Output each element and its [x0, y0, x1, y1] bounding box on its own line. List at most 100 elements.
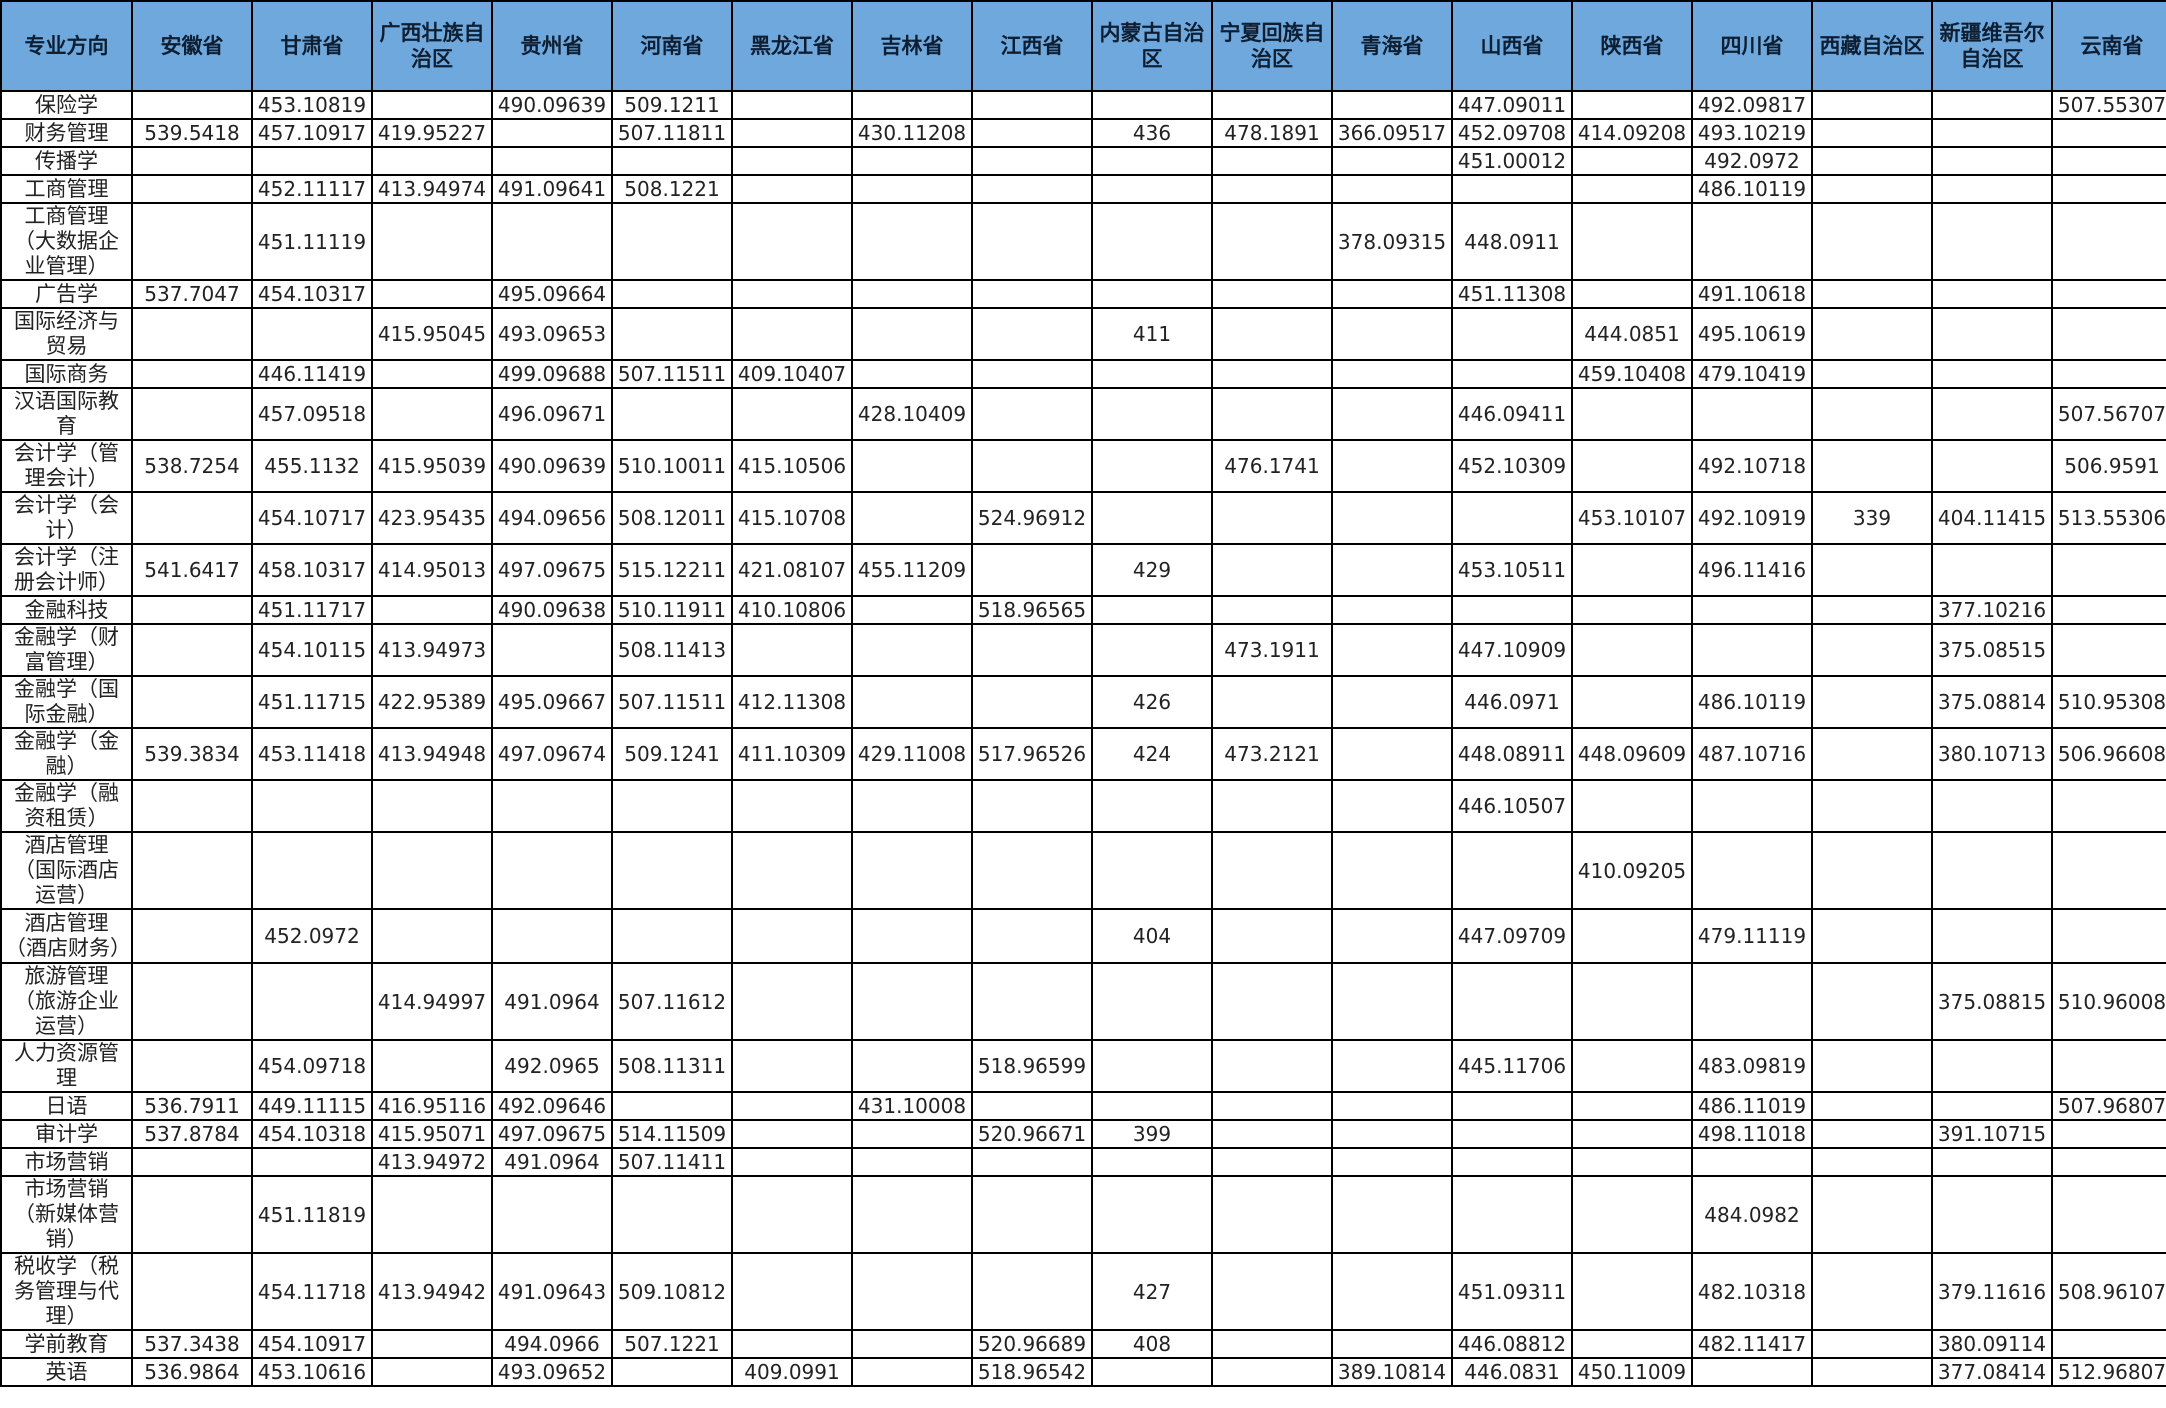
score-cell	[1091, 1357, 1213, 1387]
score-cell: 518.96542	[971, 1357, 1093, 1387]
score-cell	[1211, 202, 1333, 281]
score-cell	[1331, 908, 1453, 964]
score-cell	[851, 962, 973, 1041]
score-cell: 444.0851	[1571, 307, 1693, 361]
score-cell	[1331, 491, 1453, 545]
header-province: 安徽省	[131, 0, 253, 92]
score-cell	[731, 1329, 853, 1359]
score-cell	[491, 623, 613, 677]
header-province: 黑龙江省	[731, 0, 853, 92]
score-cell	[851, 1329, 973, 1359]
score-cell	[1211, 1175, 1333, 1254]
score-cell: 510.95308	[2051, 675, 2166, 729]
score-cell	[131, 359, 253, 389]
score-cell: 537.7047	[131, 279, 253, 309]
score-cell: 492.09817	[1691, 90, 1813, 120]
major-cell: 会计学（管理会计）	[0, 439, 133, 493]
score-cell	[851, 1039, 973, 1093]
score-cell: 506.96608	[2051, 727, 2166, 781]
score-cell: 411	[1091, 307, 1213, 361]
score-cell: 453.10107	[1571, 491, 1693, 545]
score-cell: 473.1911	[1211, 623, 1333, 677]
score-cell	[1811, 962, 1933, 1041]
score-cell	[2051, 779, 2166, 833]
score-cell: 391.10715	[1931, 1119, 2053, 1149]
score-cell: 494.0966	[491, 1329, 613, 1359]
score-cell	[851, 491, 973, 545]
score-cell	[1571, 543, 1693, 597]
score-cell: 413.94972	[371, 1147, 493, 1177]
major-cell: 国际商务	[0, 359, 133, 389]
score-cell	[1091, 1175, 1213, 1254]
score-cell	[1691, 1147, 1813, 1177]
score-cell	[731, 387, 853, 441]
score-cell: 473.2121	[1211, 727, 1333, 781]
score-cell: 536.7911	[131, 1091, 253, 1121]
score-cell	[1931, 90, 2053, 120]
header-province: 宁夏回族自治区	[1211, 0, 1333, 92]
score-cell	[1811, 1357, 1933, 1387]
score-cell	[1571, 1091, 1693, 1121]
score-cell	[1931, 831, 2053, 910]
score-cell	[971, 202, 1093, 281]
score-cell	[1571, 1039, 1693, 1093]
score-cell	[1811, 1329, 1933, 1359]
score-cell: 451.11717	[251, 595, 373, 625]
score-cell: 491.09641	[491, 174, 613, 204]
score-cell	[1091, 279, 1213, 309]
header-province: 新疆维吾尔自治区	[1931, 0, 2053, 92]
score-cell	[1931, 779, 2053, 833]
score-cell: 450.11009	[1571, 1357, 1693, 1387]
score-cell	[851, 359, 973, 389]
score-cell	[1211, 1357, 1333, 1387]
score-cell	[731, 118, 853, 148]
score-cell: 375.08515	[1931, 623, 2053, 677]
score-cell: 509.10812	[611, 1252, 733, 1331]
score-cell	[1091, 1091, 1213, 1121]
score-cell	[731, 908, 853, 964]
major-cell: 日语	[0, 1091, 133, 1121]
score-cell	[1931, 359, 2053, 389]
score-cell: 454.10917	[251, 1329, 373, 1359]
score-cell	[1091, 146, 1213, 176]
score-cell	[971, 962, 1093, 1041]
score-cell	[1211, 908, 1333, 964]
score-cell	[1211, 831, 1333, 910]
score-cell	[1091, 174, 1213, 204]
score-cell: 513.55306	[2051, 491, 2166, 545]
score-cell: 446.10507	[1451, 779, 1573, 833]
table-body: 保险学 453.10819 490.09639 509.1211 447.09011 49…	[0, 90, 2166, 1387]
score-cell	[1811, 908, 1933, 964]
score-cell: 389.10814	[1331, 1357, 1453, 1387]
score-cell: 492.10718	[1691, 439, 1813, 493]
header-province: 西藏自治区	[1811, 0, 1933, 92]
score-cell: 453.10616	[251, 1357, 373, 1387]
score-cell	[371, 387, 493, 441]
score-cell	[1211, 962, 1333, 1041]
score-cell	[1811, 727, 1933, 781]
score-cell	[851, 1357, 973, 1387]
score-cell: 446.0971	[1451, 675, 1573, 729]
score-cell	[131, 1252, 253, 1331]
score-cell: 449.11115	[251, 1091, 373, 1121]
score-cell	[1691, 779, 1813, 833]
score-cell	[371, 595, 493, 625]
table-row: 工商管理 452.11117 413.94974 491.09641 508.1221 4…	[0, 174, 2166, 204]
score-cell: 399	[1091, 1119, 1213, 1149]
score-cell	[131, 962, 253, 1041]
score-cell	[2051, 595, 2166, 625]
score-cell	[1691, 1357, 1813, 1387]
score-cell: 404.11415	[1931, 491, 2053, 545]
score-cell	[731, 962, 853, 1041]
major-cell: 财务管理	[0, 118, 133, 148]
score-cell	[971, 387, 1093, 441]
score-cell	[2051, 202, 2166, 281]
score-cell	[1931, 1175, 2053, 1254]
score-cell: 490.09639	[491, 439, 613, 493]
score-cell: 518.96599	[971, 1039, 1093, 1093]
score-cell	[1091, 202, 1213, 281]
table-row: 传播学 451.00012 492.0972	[0, 146, 2166, 176]
major-cell: 工商管理	[0, 174, 133, 204]
major-cell: 金融科技	[0, 595, 133, 625]
score-cell	[2051, 174, 2166, 204]
